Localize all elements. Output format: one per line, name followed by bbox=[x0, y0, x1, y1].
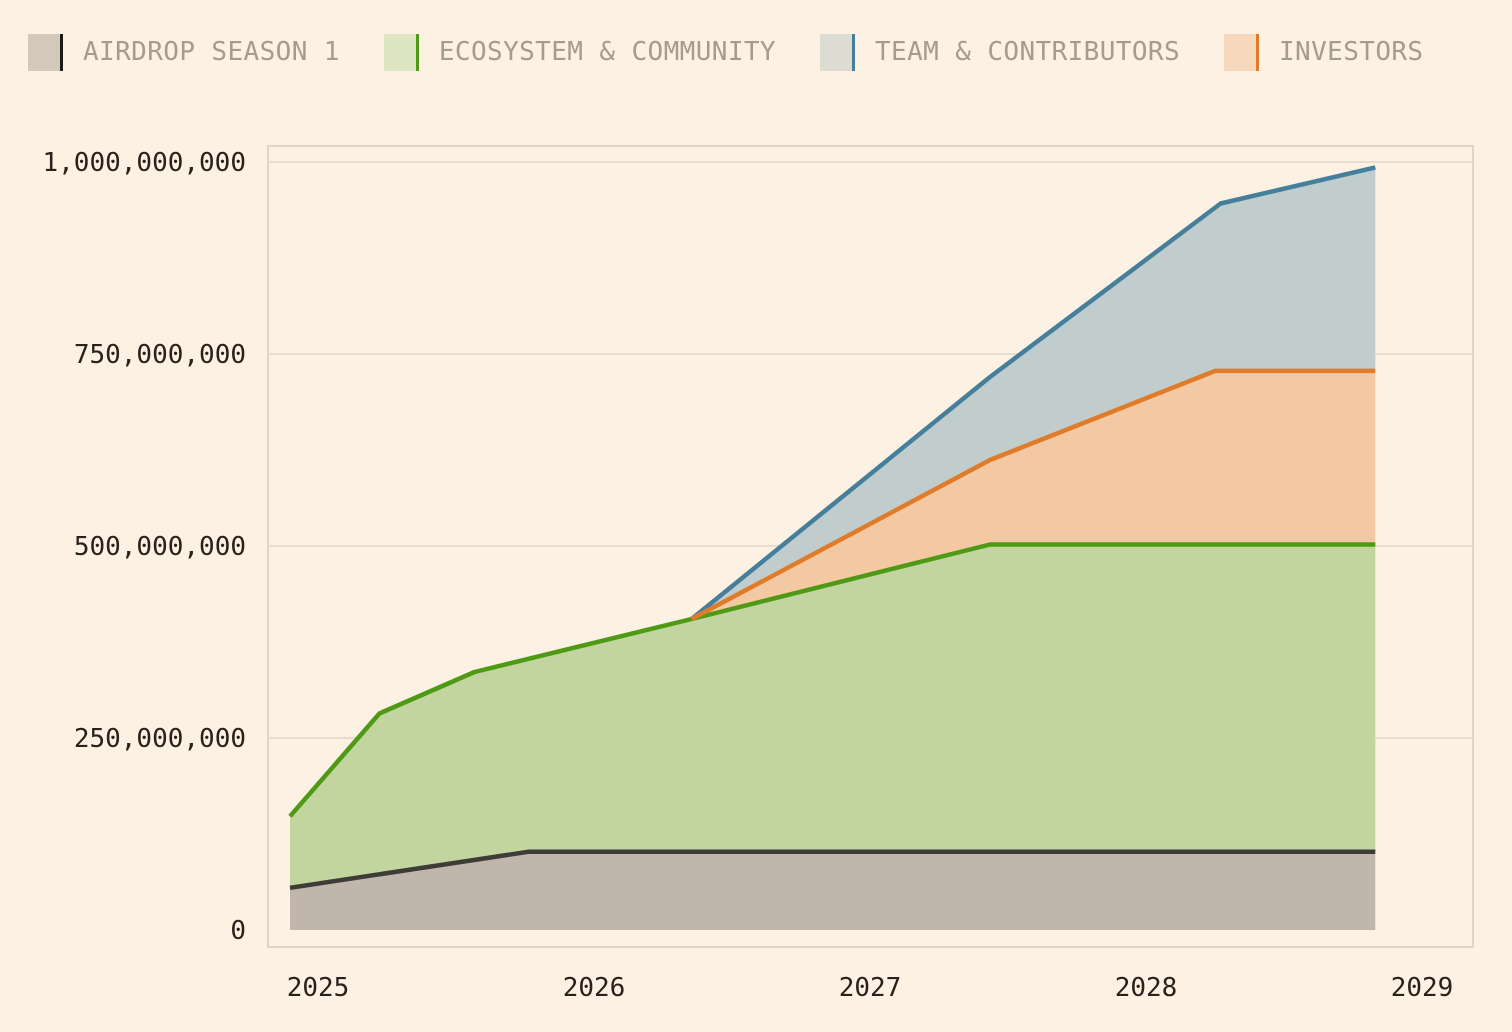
area-team-contributors bbox=[691, 167, 1376, 619]
x-tick-label-2027: 2027 bbox=[839, 973, 902, 1003]
x-axis-tick-labels: 2025 2026 2027 2028 2029 bbox=[287, 973, 1454, 1003]
legend-swatch-investors bbox=[1224, 33, 1259, 71]
y-tick-label-0: 0 bbox=[230, 916, 246, 946]
legend-label-investors: INVESTORS bbox=[1279, 37, 1424, 67]
legend-item-investors[interactable]: INVESTORS bbox=[1224, 33, 1424, 71]
y-tick-label-4: 1,000,000,000 bbox=[43, 148, 247, 178]
legend-label-ecosystem-community: ECOSYSTEM & COMMUNITY bbox=[438, 37, 776, 67]
stacked-areas bbox=[290, 167, 1376, 930]
area-airdrop-season-1 bbox=[290, 851, 1376, 930]
legend-swatch-team-contributors bbox=[819, 33, 855, 71]
area-investors bbox=[691, 370, 1376, 619]
y-tick-label-3: 750,000,000 bbox=[74, 340, 246, 370]
legend-label-team-contributors: TEAM & CONTRIBUTORS bbox=[874, 37, 1180, 67]
x-tick-label-2029: 2029 bbox=[1391, 973, 1454, 1003]
x-tick-label-2025: 2025 bbox=[287, 973, 350, 1003]
chart-legend: AIRDROP SEASON 1 ECOSYSTEM & COMMUNITY T… bbox=[28, 32, 1423, 72]
x-tick-label-2026: 2026 bbox=[563, 973, 626, 1003]
legend-item-ecosystem-community[interactable]: ECOSYSTEM & COMMUNITY bbox=[383, 33, 776, 71]
line-team-contributors bbox=[690, 165, 1376, 621]
legend-swatch-airdrop-season-1 bbox=[28, 33, 63, 71]
legend-swatch-ecosystem-community bbox=[383, 33, 419, 71]
x-tick-label-2028: 2028 bbox=[1115, 973, 1178, 1003]
legend-label-airdrop-season-1: AIRDROP SEASON 1 bbox=[83, 37, 340, 67]
area-ecosystem-community bbox=[290, 544, 1376, 888]
y-axis-tick-labels: 0 250,000,000 500,000,000 750,000,000 1,000,… bbox=[43, 148, 247, 946]
line-investors bbox=[690, 368, 1376, 621]
legend-item-airdrop-season-1[interactable]: AIRDROP SEASON 1 bbox=[28, 33, 340, 71]
legend-item-team-contributors[interactable]: TEAM & CONTRIBUTORS bbox=[819, 33, 1180, 71]
y-tick-label-2: 500,000,000 bbox=[74, 532, 246, 562]
series-lines bbox=[288, 165, 1376, 891]
y-tick-label-1: 250,000,000 bbox=[74, 724, 246, 754]
line-ecosystem-community bbox=[288, 542, 1376, 818]
